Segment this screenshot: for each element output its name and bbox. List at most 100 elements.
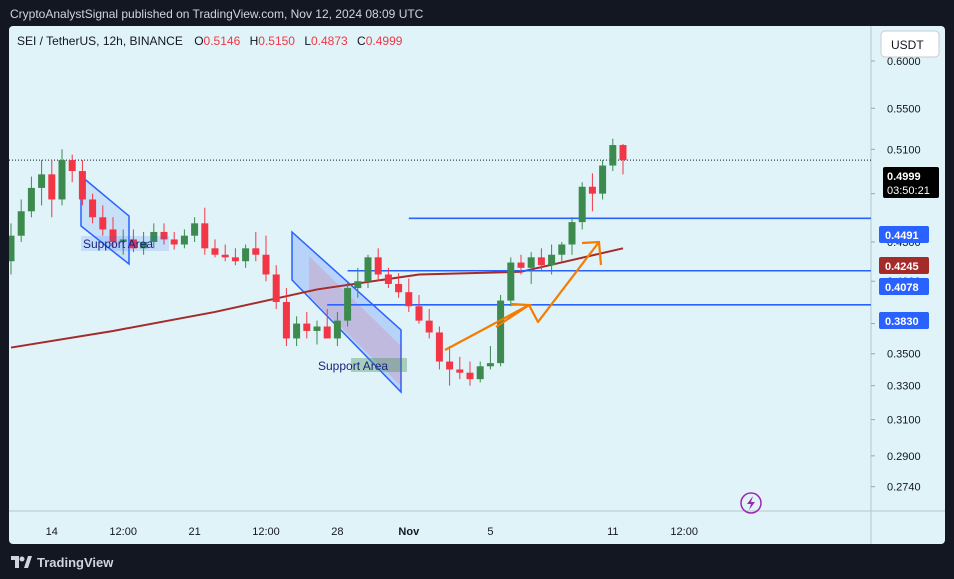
support-area-2-box: [351, 358, 407, 372]
level-2-value: 0.4078: [885, 282, 919, 294]
candle-body: [38, 174, 46, 188]
price-tick-label: 0.2900: [887, 451, 921, 463]
candle-body: [160, 231, 168, 240]
ohlc-legend: SEI / TetherUS, 12h, BINANCE O0.5146 H0.…: [17, 34, 403, 48]
candle-body: [180, 235, 188, 245]
candle-body: [619, 145, 627, 161]
candle-body: [609, 145, 617, 166]
high-label: H: [250, 34, 259, 48]
time-axis[interactable]: 14 12:00 21 12:00 28 Nov 5 11 12:00: [46, 526, 698, 538]
candle-body: [221, 254, 229, 258]
currency-button[interactable]: USDT: [880, 30, 940, 58]
candle-body: [323, 326, 331, 339]
candlestick-chart[interactable]: Support Area Support Area 0.6000 0.5500 0.…: [9, 26, 945, 544]
level-3-value: 0.3830: [885, 316, 919, 328]
grid-lines: [9, 26, 945, 544]
candle-body: [446, 361, 454, 370]
candle-body: [242, 248, 250, 262]
ma-value: 0.4245: [885, 261, 919, 273]
low-value: 0.4873: [311, 34, 348, 48]
candle-body: [272, 274, 280, 302]
candle-body: [303, 323, 311, 331]
support-area-2-label: Support Area: [318, 359, 388, 373]
channel-red-zone: [309, 256, 401, 386]
publisher-header: CryptoAnalystSignal published on Trading…: [10, 7, 424, 21]
candle-body: [211, 248, 219, 255]
price-tick-label: 0.6000: [887, 56, 921, 68]
projection-arrow: [444, 240, 603, 351]
candle-body: [456, 369, 464, 373]
open-value: 0.5146: [204, 34, 241, 48]
price-tick-label: 0.5500: [887, 103, 921, 115]
price-tick-label: 0.2740: [887, 482, 921, 494]
candle-body: [231, 257, 239, 262]
countdown-value: 03:50:21: [887, 185, 930, 197]
candle-body: [344, 288, 352, 321]
level-1-value: 0.4491: [885, 230, 919, 242]
last-price-value: 0.4999: [887, 171, 921, 183]
high-value: 0.5150: [258, 34, 295, 48]
candle-body: [313, 326, 321, 331]
level-3-tag: 0.3830: [879, 312, 929, 329]
candle-body: [58, 160, 66, 200]
candle-body: [150, 231, 158, 242]
candle-body: [578, 186, 586, 223]
support-area-1-label: Support Area: [83, 237, 153, 251]
candle-body: [537, 257, 545, 266]
price-tick-label: 0.5100: [887, 144, 921, 156]
level-1-tag: 0.4491: [879, 226, 929, 243]
candle-body: [17, 211, 25, 236]
candle-body: [466, 372, 474, 380]
support-area-1-box: [81, 236, 169, 251]
candle-body: [293, 323, 301, 339]
candle-body: [27, 187, 35, 212]
candle-body: [374, 257, 382, 275]
candle-body: [395, 283, 403, 293]
candle-body: [282, 301, 290, 339]
price-tick-label: 0.3300: [887, 381, 921, 393]
candle-body: [78, 171, 86, 200]
lightning-icon[interactable]: [740, 492, 762, 514]
candle-body: [599, 165, 607, 194]
time-tick-label: 5: [487, 526, 493, 538]
candle-body: [191, 223, 199, 236]
currency-label: USDT: [891, 38, 924, 52]
candle-body: [405, 292, 413, 307]
candle-body: [425, 320, 433, 333]
ma-value-tag: 0.4245: [879, 257, 929, 274]
tradingview-logo-icon: [11, 556, 32, 568]
candle-body: [415, 306, 423, 321]
price-tick-label: 0.3100: [887, 415, 921, 427]
time-tick-label: 21: [188, 526, 200, 538]
candle-body: [89, 199, 97, 218]
candle-body: [262, 254, 270, 275]
low-label: L: [304, 34, 311, 48]
symbol-label: SEI / TetherUS, 12h, BINANCE: [17, 34, 183, 48]
candle-body: [9, 235, 15, 262]
candle-body: [527, 257, 535, 268]
candle-body: [48, 174, 56, 200]
open-label: O: [194, 34, 203, 48]
price-axis[interactable]: 0.60000.55000.51000.47000.43000.40000.37…: [871, 56, 921, 494]
candle-body: [384, 274, 392, 284]
level-2-tag: 0.4078: [879, 278, 929, 295]
time-tick-label: 12:00: [252, 526, 280, 538]
time-tick-label: 12:00: [670, 526, 698, 538]
candle-body: [517, 262, 525, 268]
chart-panel[interactable]: Support Area Support Area 0.6000 0.5500 0.…: [9, 26, 945, 544]
last-price-tag: 0.4999 03:50:21: [883, 167, 939, 198]
candle-body: [507, 262, 515, 301]
candle-body: [497, 300, 505, 364]
candle-body: [252, 248, 260, 255]
candle-body: [119, 239, 127, 242]
candle-body: [476, 366, 484, 380]
candle-body: [333, 320, 341, 339]
candle-body: [109, 229, 117, 242]
footer-branding: TradingView: [10, 553, 113, 571]
candle-body: [201, 223, 209, 249]
candle-body: [354, 281, 362, 289]
horizontal-levels: [9, 159, 871, 306]
candle-body: [140, 241, 148, 249]
time-tick-label: Nov: [398, 526, 420, 538]
candle-body: [435, 332, 443, 362]
